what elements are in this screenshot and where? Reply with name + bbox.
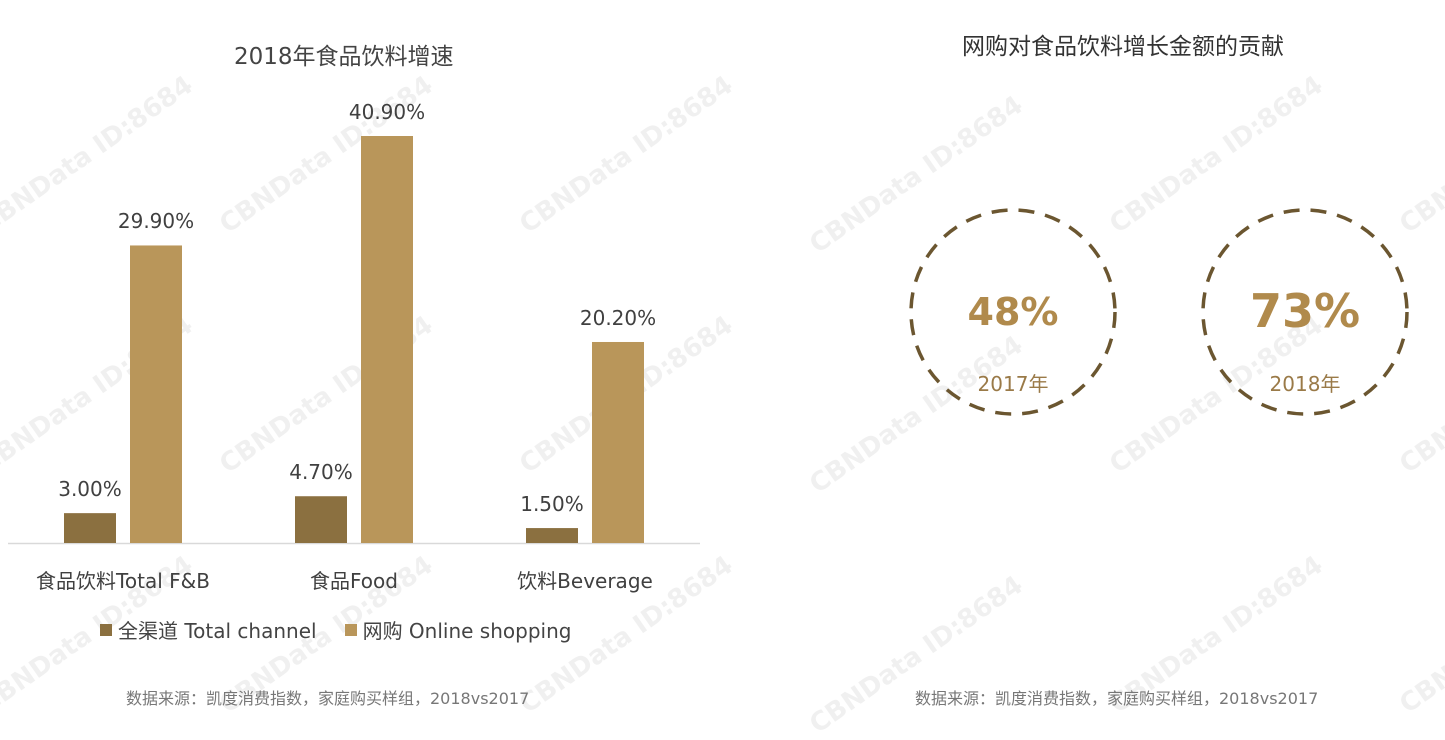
bar-chart-title: 2018年食品饮料增速 [234,44,454,70]
bar-total-1 [295,496,347,543]
value-2018: 73% [1249,284,1361,338]
data-label: 4.70% [289,460,353,485]
year-2018: 2018年 [1269,372,1341,396]
data-label: 20.20% [579,305,657,330]
bar-chart [8,136,700,545]
legend-swatch-online [344,623,357,636]
value-2017: 48% [967,290,1059,334]
contribution-title: 网购对食品饮料增长金额的贡献 [962,34,1284,60]
bar-online-1 [361,136,413,543]
category-label: 饮料Beverage [517,569,653,593]
source-note-right: 数据来源：凯度消费指数，家庭购买样组，2018vs2017 [915,689,1319,708]
legend: 全渠道 Total channel 网购 Online shopping [100,615,571,644]
category-label: 食品饮料Total F&B [36,569,210,593]
legend-swatch-total [100,623,112,636]
data-label: 3.00% [58,477,122,502]
bar-total-2 [526,528,578,543]
dashed-circle-2017 [909,208,1117,416]
legend-label-total: 全渠道 Total channel [118,619,317,643]
data-label: 40.90% [348,100,426,124]
data-label: 1.50% [520,492,584,517]
dashed-circle-2018 [1201,208,1409,416]
source-note-left: 数据来源：凯度消费指数，家庭购买样组，2018vs2017 [126,689,530,708]
bar-total-0 [64,513,116,543]
legend-label-online: 网购 Online shopping [362,619,572,643]
category-label: 食品Food [310,569,398,593]
bar-online-0 [130,245,182,543]
year-2017: 2017年 [977,372,1049,396]
data-label: 29.90% [117,209,195,234]
bar-online-2 [592,341,644,543]
